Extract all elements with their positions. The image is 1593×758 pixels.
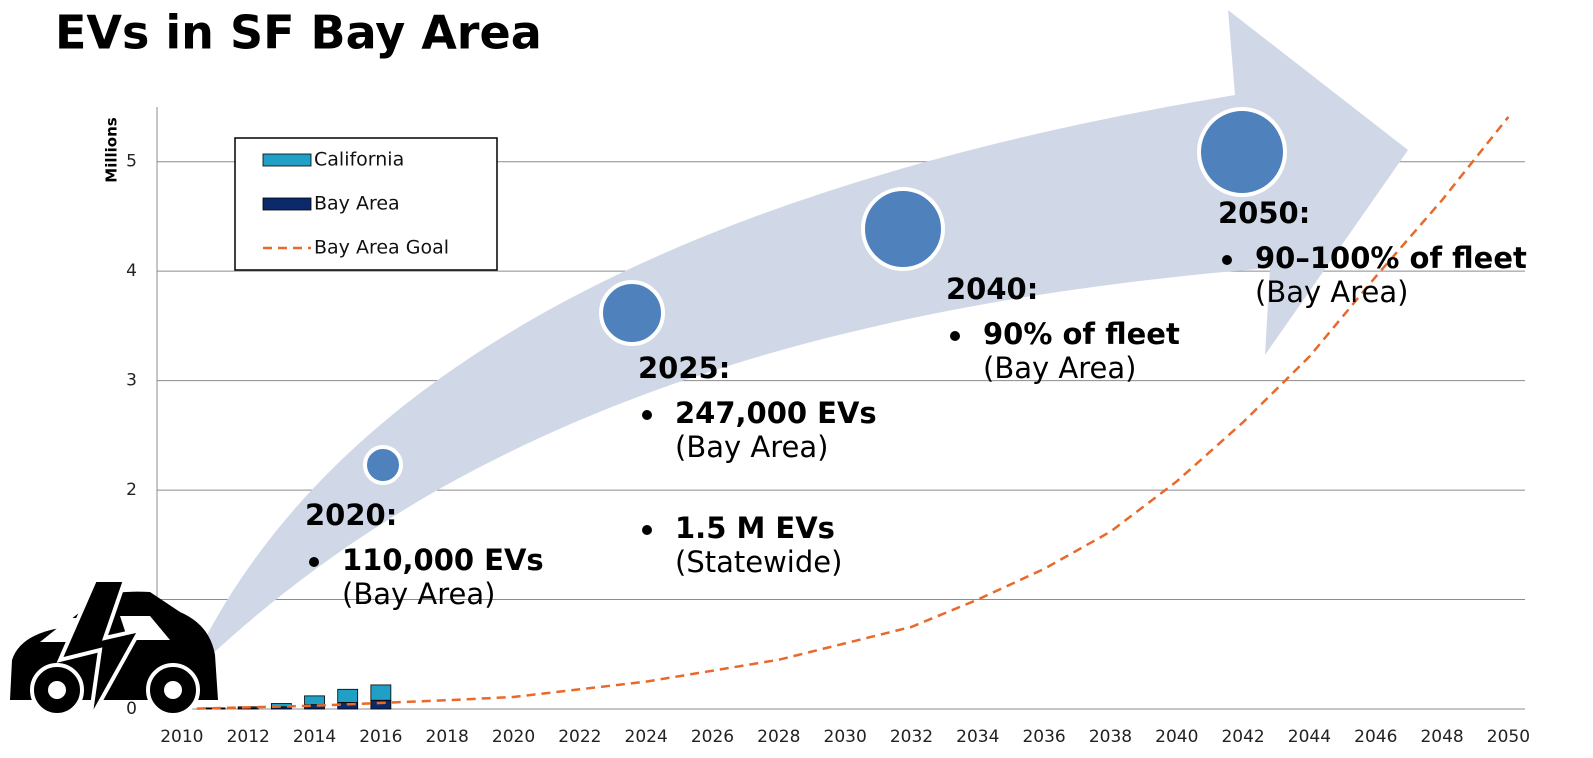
bullet: [950, 331, 960, 341]
bullet: [309, 557, 319, 567]
legend-label: California: [314, 149, 404, 171]
goal-line: [181, 116, 1510, 711]
annotation-heading: 2025:: [638, 351, 730, 385]
x-tick-label: 2018: [426, 727, 469, 747]
bullet: [642, 525, 652, 535]
x-tick-label: 2050: [1487, 727, 1530, 747]
x-tick-label: 2012: [227, 727, 270, 747]
x-tick-label: 2042: [1221, 727, 1264, 747]
annotation-note: (Bay Area): [342, 577, 495, 611]
bar-segment: [370, 684, 392, 701]
milestone-dot: [1197, 107, 1287, 197]
y-axis-label: Millions: [103, 117, 121, 182]
milestone-dot: [363, 445, 403, 485]
legend-label: Bay Area: [314, 193, 400, 215]
annotation-note: (Bay Area): [1255, 275, 1408, 309]
x-tick-label: 2016: [359, 727, 402, 747]
annotation-item: 90–100% of fleet: [1255, 241, 1527, 275]
y-tick-label: 3: [126, 371, 137, 391]
annotation-item: 247,000 EVs: [675, 396, 877, 430]
annotation-item: 1.5 M EVs: [675, 511, 835, 545]
annotation-note: (Bay Area): [983, 351, 1136, 385]
x-tick-label: 2010: [160, 727, 203, 747]
annotations: 2020:110,000 EVs(Bay Area)2025:247,000 E…: [305, 196, 1527, 611]
bar-segment: [370, 699, 392, 710]
grid: 0123452010201220142016201820202022202420…: [126, 107, 1530, 747]
legend-label: Bay Area Goal: [314, 237, 449, 259]
bullet: [1222, 255, 1232, 265]
annotation-heading: 2040:: [946, 272, 1038, 306]
legend-swatch: [262, 197, 312, 211]
x-tick-label: 2040: [1155, 727, 1198, 747]
annotation-note: (Bay Area): [675, 430, 828, 464]
y-tick-label: 5: [126, 152, 137, 172]
milestone-dot: [599, 280, 665, 346]
bullet: [642, 410, 652, 420]
annotation-heading: 2020:: [305, 498, 397, 532]
milestones: [363, 107, 1287, 485]
x-tick-label: 2038: [1089, 727, 1132, 747]
x-tick-label: 2020: [492, 727, 535, 747]
y-tick-label: 2: [126, 480, 137, 500]
bar-segment: [304, 695, 325, 706]
milestone-dot: [861, 187, 945, 271]
x-tick-label: 2022: [558, 727, 601, 747]
x-tick-label: 2048: [1420, 727, 1463, 747]
y-tick-label: 0: [126, 699, 137, 719]
legend-swatch: [262, 153, 312, 167]
x-tick-label: 2034: [956, 727, 999, 747]
x-tick-label: 2046: [1354, 727, 1397, 747]
car-icon: [10, 578, 218, 721]
x-tick-label: 2028: [757, 727, 800, 747]
x-tick-label: 2032: [890, 727, 933, 747]
x-tick-label: 2014: [293, 727, 336, 747]
legend: California Bay Area Bay Area Goal: [262, 149, 449, 259]
annotation-heading: 2050:: [1218, 196, 1310, 230]
chart-title: EVs in SF Bay Area: [55, 6, 542, 60]
bar-segment: [337, 688, 359, 703]
x-tick-label: 2024: [625, 727, 668, 747]
annotation-item: 90% of fleet: [983, 317, 1180, 351]
x-tick-label: 2030: [824, 727, 867, 747]
annotation-item: 110,000 EVs: [342, 543, 544, 577]
marks: [181, 116, 1510, 711]
arrow: [185, 10, 1408, 680]
y-tick-label: 4: [126, 261, 137, 281]
x-tick-label: 2044: [1288, 727, 1331, 747]
x-tick-label: 2026: [691, 727, 734, 747]
x-tick-label: 2036: [1022, 727, 1065, 747]
annotation-note: (Statewide): [675, 545, 842, 579]
